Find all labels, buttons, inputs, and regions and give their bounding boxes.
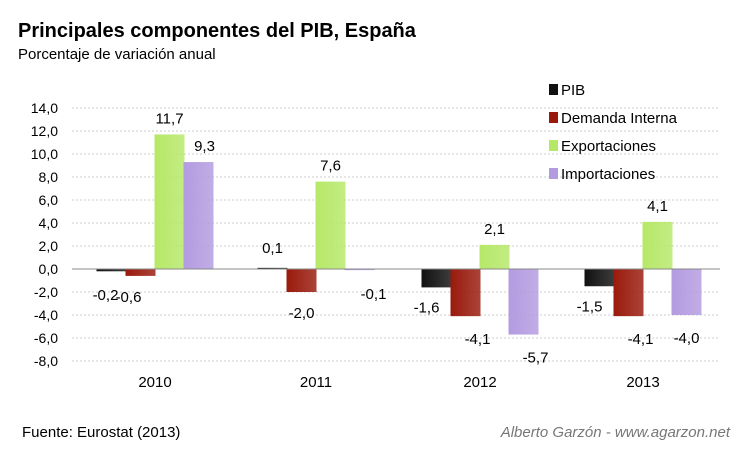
- legend-swatch: [549, 112, 558, 123]
- y-axis-tick-labels: 14,0 12,0 10,0 8,0 6,0 4,0 2,0 0,0 -2,0 -4,0 -6,0 -…: [31, 100, 58, 369]
- bar-pib-2012: [421, 269, 452, 288]
- data-label: -0,6: [116, 289, 142, 306]
- data-label: 9,3: [194, 138, 215, 155]
- data-label: 11,7: [155, 110, 183, 127]
- data-label: 7,6: [320, 158, 341, 175]
- bar-importaciones-2010: [183, 162, 214, 269]
- data-label: -5,7: [523, 350, 549, 367]
- data-label: 0,1: [262, 240, 283, 257]
- y-tick-label: -2,0: [34, 284, 58, 300]
- bar-pib-2013: [584, 269, 615, 287]
- data-label: -2,0: [289, 305, 315, 322]
- data-label: -1,5: [577, 298, 603, 315]
- y-tick-label: 6,0: [39, 192, 59, 208]
- bar-demanda-interna-2012: [450, 269, 481, 317]
- bar-exportaciones-2011: [315, 181, 346, 269]
- data-label: -4,1: [465, 331, 491, 348]
- x-tick-label: 2010: [138, 374, 171, 391]
- data-label: -4,0: [674, 330, 700, 347]
- y-tick-label: -4,0: [34, 307, 58, 323]
- legend: PIB Demanda Interna Exportaciones Importaci…: [549, 82, 678, 183]
- data-label: 4,1: [647, 198, 668, 215]
- bars: [96, 134, 702, 335]
- y-tick-label: -6,0: [34, 330, 58, 346]
- data-label: -1,6: [414, 299, 440, 316]
- bar-exportaciones-2012: [479, 244, 510, 269]
- bar-importaciones-2011: [344, 269, 375, 271]
- data-label: -4,1: [628, 331, 654, 348]
- legend-swatch: [549, 84, 558, 95]
- data-labels: -0,2 0,1 -1,6 -1,5 -0,6 -2,0 -4,1 -4,1 11,7 7,6 2,…: [93, 110, 700, 366]
- legend-label: Exportaciones: [561, 138, 656, 155]
- source-note: Fuente: Eurostat (2013): [22, 424, 181, 441]
- data-label: -0,2: [93, 287, 119, 304]
- bar-pib-2011: [257, 267, 288, 269]
- legend-swatch: [549, 140, 558, 151]
- y-tick-label: 4,0: [39, 215, 59, 231]
- y-tick-label: 0,0: [39, 261, 59, 277]
- bar-demanda-interna-2010: [125, 269, 156, 276]
- x-tick-label: 2012: [463, 374, 496, 391]
- x-tick-label: 2013: [626, 374, 659, 391]
- y-tick-label: 10,0: [31, 146, 58, 162]
- bar-demanda-interna-2011: [286, 269, 317, 292]
- author-credit: Alberto Garzón - www.agarzon.net: [500, 424, 730, 441]
- x-tick-label: 2011: [300, 374, 332, 391]
- data-label: 2,1: [484, 221, 505, 238]
- legend-label: Importaciones: [561, 166, 655, 183]
- chart-title: Principales componentes del PIB, España: [18, 20, 416, 42]
- y-tick-label: 2,0: [39, 238, 59, 254]
- chart-subtitle: Porcentaje de variación anual: [18, 46, 216, 63]
- legend-label: Demanda Interna: [561, 110, 678, 127]
- data-label: -0,1: [361, 286, 387, 303]
- bar-demanda-interna-2013: [613, 269, 644, 317]
- y-tick-label: 8,0: [39, 169, 59, 185]
- x-axis-tick-labels: 2010 2011 2012 2013: [138, 374, 659, 391]
- legend-label: PIB: [561, 82, 585, 99]
- bar-pib-2010: [96, 269, 127, 272]
- bar-exportaciones-2010: [154, 134, 185, 269]
- bar-exportaciones-2013: [642, 221, 673, 269]
- legend-swatch: [549, 168, 558, 179]
- y-tick-label: -8,0: [34, 353, 58, 369]
- bar-importaciones-2013: [671, 269, 702, 315]
- bar-importaciones-2012: [508, 269, 539, 335]
- y-tick-label: 12,0: [31, 123, 58, 139]
- y-tick-label: 14,0: [31, 100, 58, 116]
